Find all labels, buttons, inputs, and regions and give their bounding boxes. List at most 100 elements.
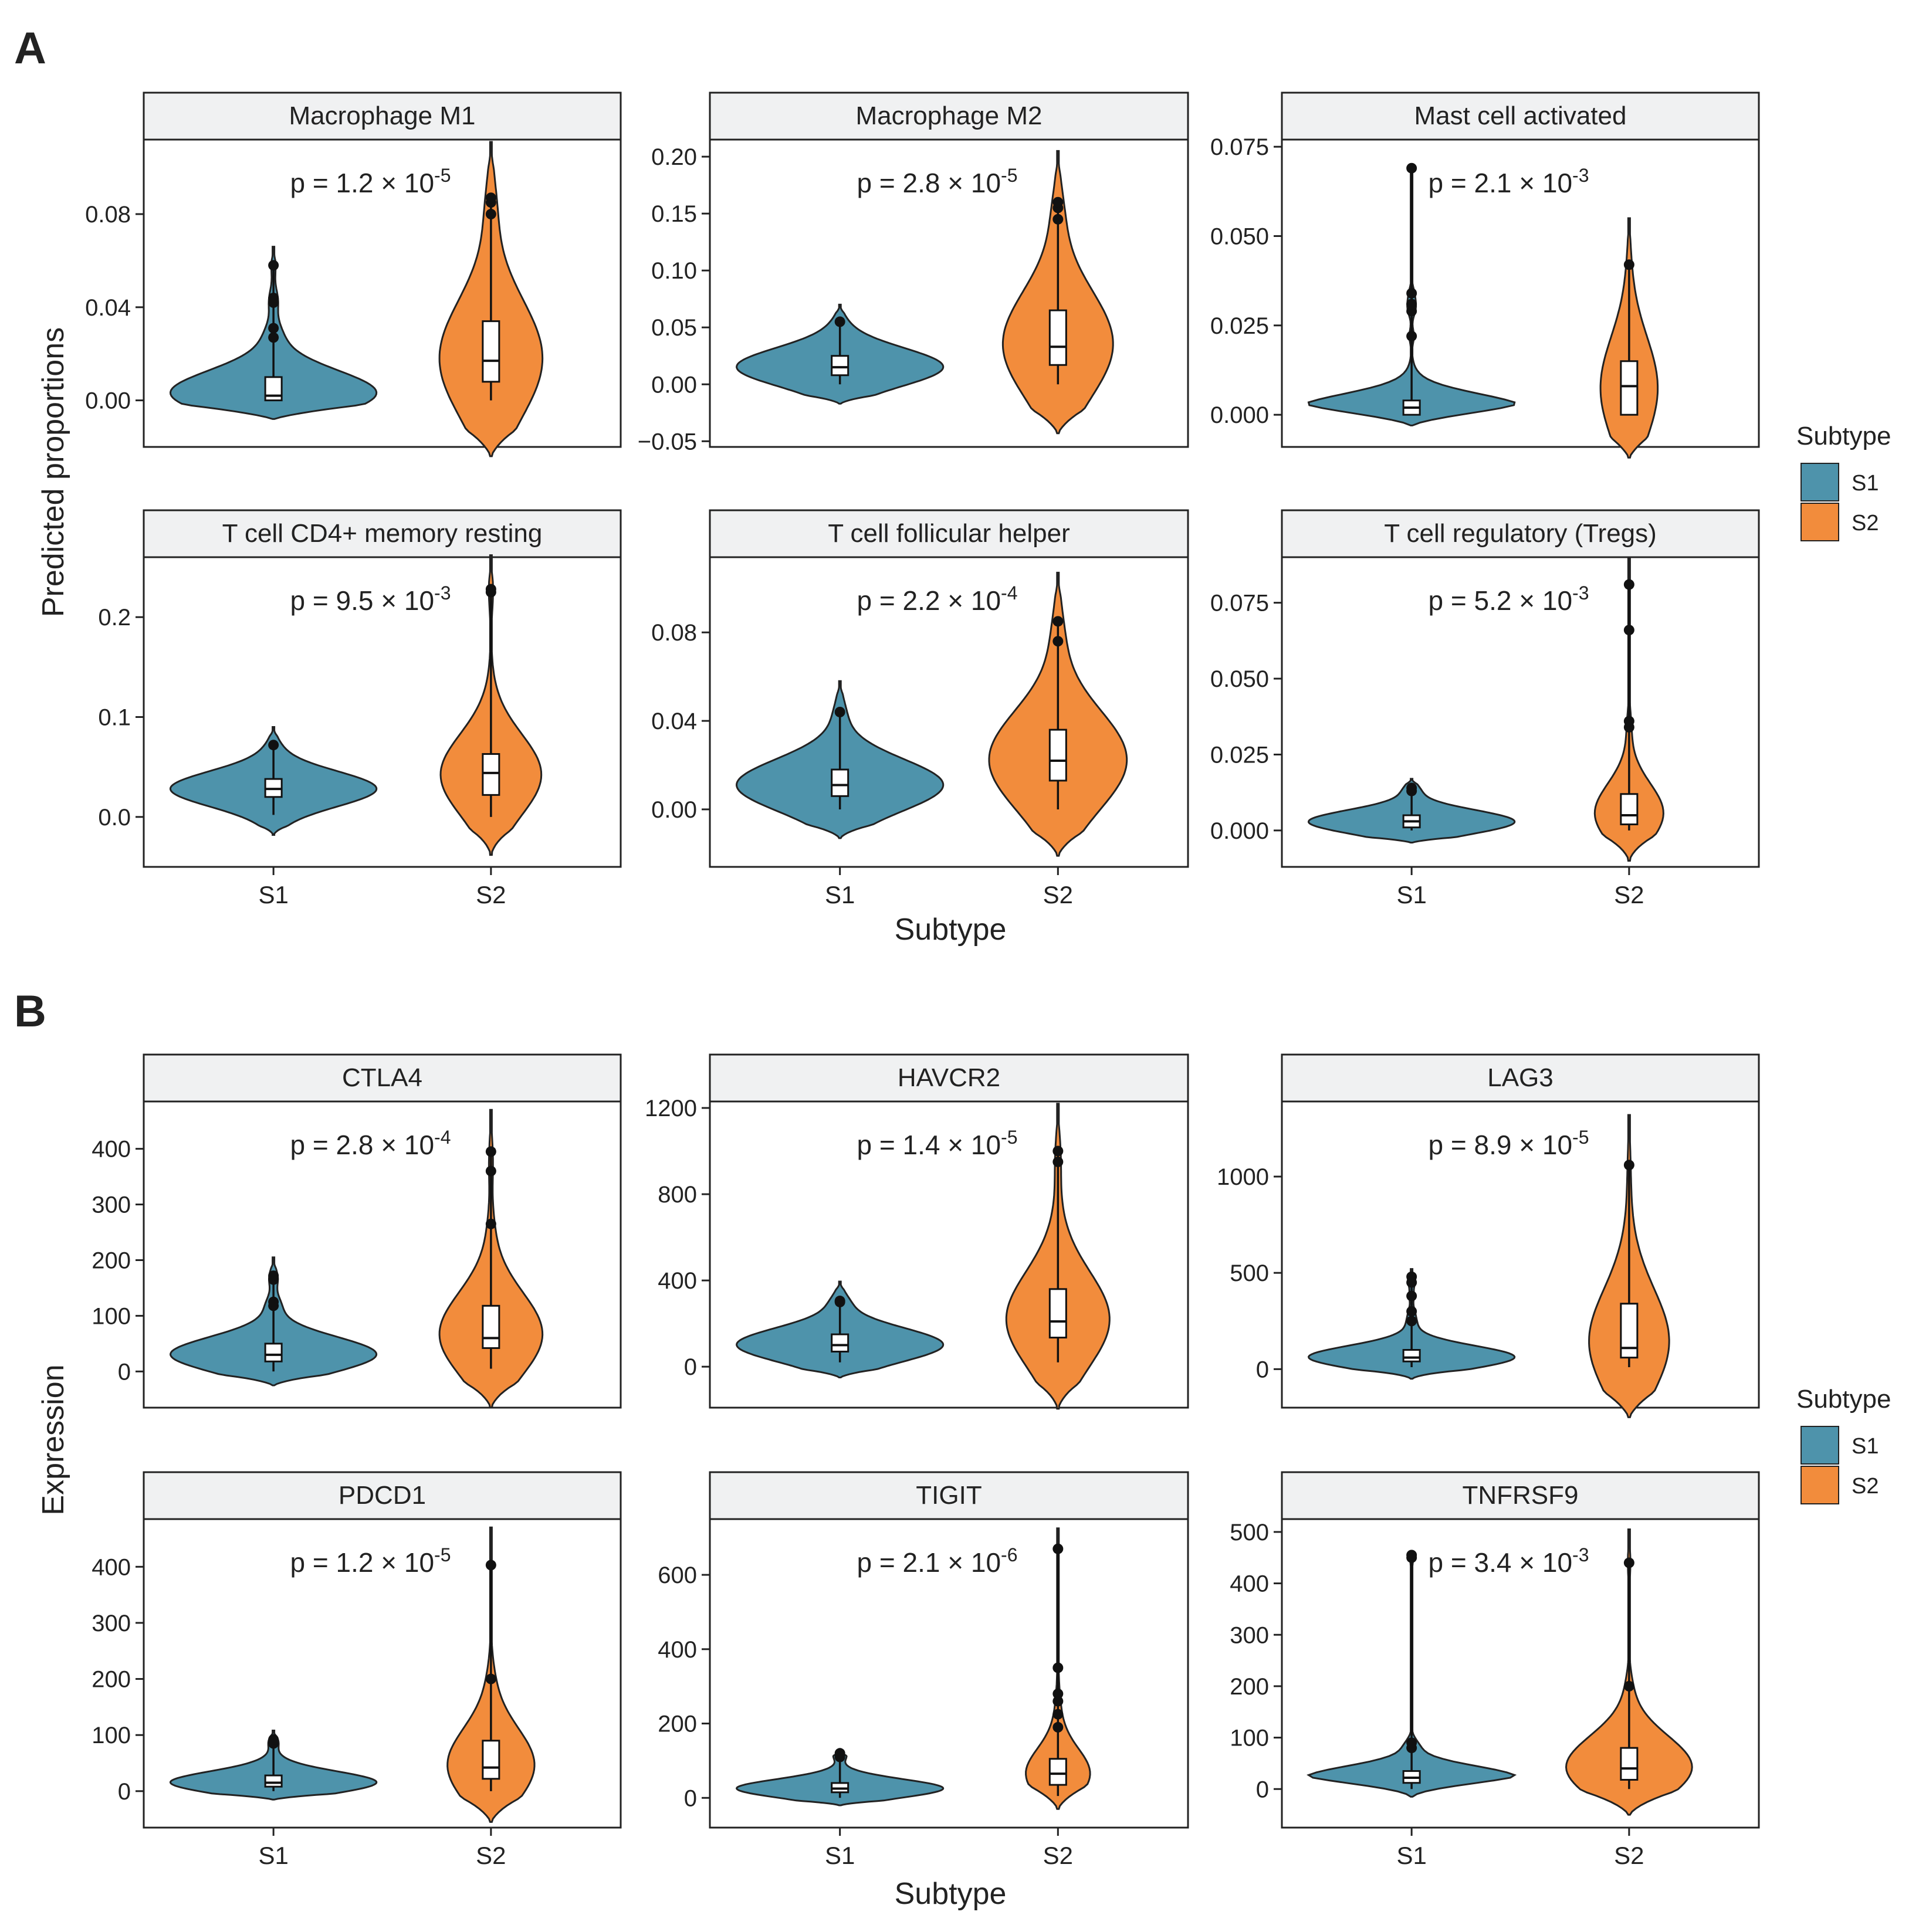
y-tick-label: 600 [658, 1562, 697, 1588]
facet-strip [709, 1053, 1189, 1103]
y-tick-label: 0.05 [651, 315, 697, 341]
p-value-label: p = 1.4 × 10-5 [857, 1127, 1018, 1160]
y-axis-title-b: Expression [36, 1364, 70, 1515]
p-value-label: p = 9.5 × 10-3 [290, 582, 451, 616]
y-tick-label: 0 [1256, 1357, 1269, 1382]
facet-t-cell-regulatory-tregs-: T cell regulatory (Tregs) 0.000 0.025 0.050… [1210, 509, 1760, 909]
facet-macrophage-m1: Macrophage M1 0.00 0.04 0.08 p = 1.2 × 10-5 [85, 91, 622, 457]
facet-title: TIGIT [916, 1481, 982, 1510]
outlier-point [1406, 1737, 1417, 1748]
box-s1 [831, 355, 849, 377]
y-tick-label: 0.025 [1210, 742, 1269, 768]
facet-tigit: TIGIT 0 200 400 600 S1 S2 p = 2.1 × 10-6 [658, 1471, 1189, 1869]
outlier-point [485, 1146, 496, 1157]
outlier-point [268, 1296, 279, 1307]
outlier-point [485, 1673, 496, 1684]
box-s2 [482, 1304, 500, 1349]
y-tick-label: 0.000 [1210, 818, 1269, 844]
outlier-point [1623, 1160, 1634, 1171]
outlier-point [1052, 616, 1064, 627]
x-tick-label: S1 [1396, 1842, 1426, 1869]
p-value-label: p = 3.4 × 10-3 [1429, 1544, 1589, 1578]
box-s2 [1620, 360, 1639, 416]
x-tick-label: S1 [1396, 881, 1426, 909]
panel-letter-b: B [14, 987, 46, 1036]
facet-title: Mast cell activated [1414, 101, 1627, 130]
facet-lag3: LAG3 0 500 1000 p = 8.9 × 10-5 [1217, 1053, 1760, 1418]
y-tick-label: 0.075 [1210, 591, 1269, 616]
legend-label-s1: S1 [1852, 471, 1879, 496]
y-tick-label: 0 [118, 1359, 131, 1385]
y-tick-label: 400 [92, 1554, 131, 1580]
outlier-point [1406, 782, 1417, 794]
outlier-point [1052, 1688, 1064, 1699]
facet-strip [709, 509, 1189, 558]
x-tick-label: S1 [258, 881, 288, 909]
box-s2 [1620, 793, 1639, 826]
outlier-point [1052, 1156, 1064, 1167]
outlier-point [485, 1218, 496, 1229]
box-s2 [482, 1740, 500, 1780]
box-s2 [482, 320, 500, 383]
facet-ctla4: CTLA4 0 100 200 300 400 p = 2.8 × 10-4 [92, 1053, 622, 1409]
facet-strip [143, 1053, 622, 1103]
x-tick-label: S2 [1043, 881, 1073, 909]
y-tick-label: 0.1 [98, 705, 131, 731]
outlier-point [485, 584, 496, 595]
y-tick-label: 0.075 [1210, 134, 1269, 160]
legend-b: Subtype S1 S2 [1796, 1385, 1891, 1504]
x-tick-label: S2 [1614, 881, 1644, 909]
outlier-point [1623, 1557, 1634, 1568]
p-value-label: p = 2.1 × 10-3 [1429, 165, 1589, 198]
y-tick-label: 1200 [645, 1096, 697, 1121]
facet-title: HAVCR2 [898, 1063, 1000, 1092]
y-tick-label: 0.15 [651, 201, 697, 227]
box-s2 [1048, 728, 1067, 782]
facet-havcr2: HAVCR2 0 400 800 1200 p = 1.4 × 10-5 [645, 1053, 1189, 1410]
outlier-point [1052, 213, 1064, 225]
y-tick-label: 0.2 [98, 605, 131, 631]
y-tick-label: 0.000 [1210, 402, 1269, 428]
y-tick-label: 0.08 [85, 202, 131, 228]
outlier-point [1052, 1543, 1064, 1554]
x-tick-label: S1 [825, 881, 855, 909]
p-value-label: p = 1.2 × 10-5 [290, 165, 451, 198]
outlier-point [1052, 1696, 1064, 1707]
p-value-label: p = 8.9 × 10-5 [1429, 1127, 1589, 1160]
outlier-point [1406, 1316, 1417, 1327]
outlier-point [1406, 1306, 1417, 1317]
y-tick-label: 500 [1230, 1260, 1269, 1286]
panel-letter-a: A [14, 23, 46, 73]
outlier-point [485, 1165, 496, 1177]
facet-strip [709, 1471, 1189, 1520]
outlier-point [1052, 636, 1064, 647]
box-s1 [264, 1343, 283, 1362]
outlier-point [485, 209, 496, 220]
outlier-point [268, 1734, 279, 1745]
facet-title: CTLA4 [342, 1063, 422, 1092]
y-tick-label: 0.04 [85, 295, 131, 321]
facet-title: Macrophage M1 [289, 101, 476, 130]
y-tick-label: 0 [684, 1354, 697, 1380]
y-tick-label: 100 [92, 1303, 131, 1329]
p-value-label: p = 2.8 × 10-4 [290, 1127, 451, 1160]
outlier-point [1406, 299, 1417, 310]
y-tick-label: 1000 [1217, 1164, 1269, 1190]
facet-title: LAG3 [1487, 1063, 1554, 1092]
p-value-label: p = 2.2 × 10-4 [857, 582, 1018, 616]
outlier-point [268, 1270, 279, 1282]
panel-frame [709, 1518, 1189, 1829]
outlier-point [1623, 716, 1634, 727]
outlier-point [1406, 162, 1417, 174]
p-value-label: p = 5.2 × 10-3 [1429, 582, 1589, 616]
y-tick-label: 100 [1230, 1726, 1269, 1751]
outlier-point [1406, 331, 1417, 342]
outlier-point [1406, 1550, 1417, 1561]
outlier-point [834, 707, 845, 717]
legend-label-s2: S2 [1852, 511, 1879, 535]
y-tick-label: 300 [92, 1192, 131, 1218]
legend-a: Subtype S1 S2 [1796, 422, 1891, 541]
x-tick-label: S2 [476, 881, 506, 909]
facet-strip [1281, 91, 1760, 141]
outlier-point [1052, 196, 1064, 208]
